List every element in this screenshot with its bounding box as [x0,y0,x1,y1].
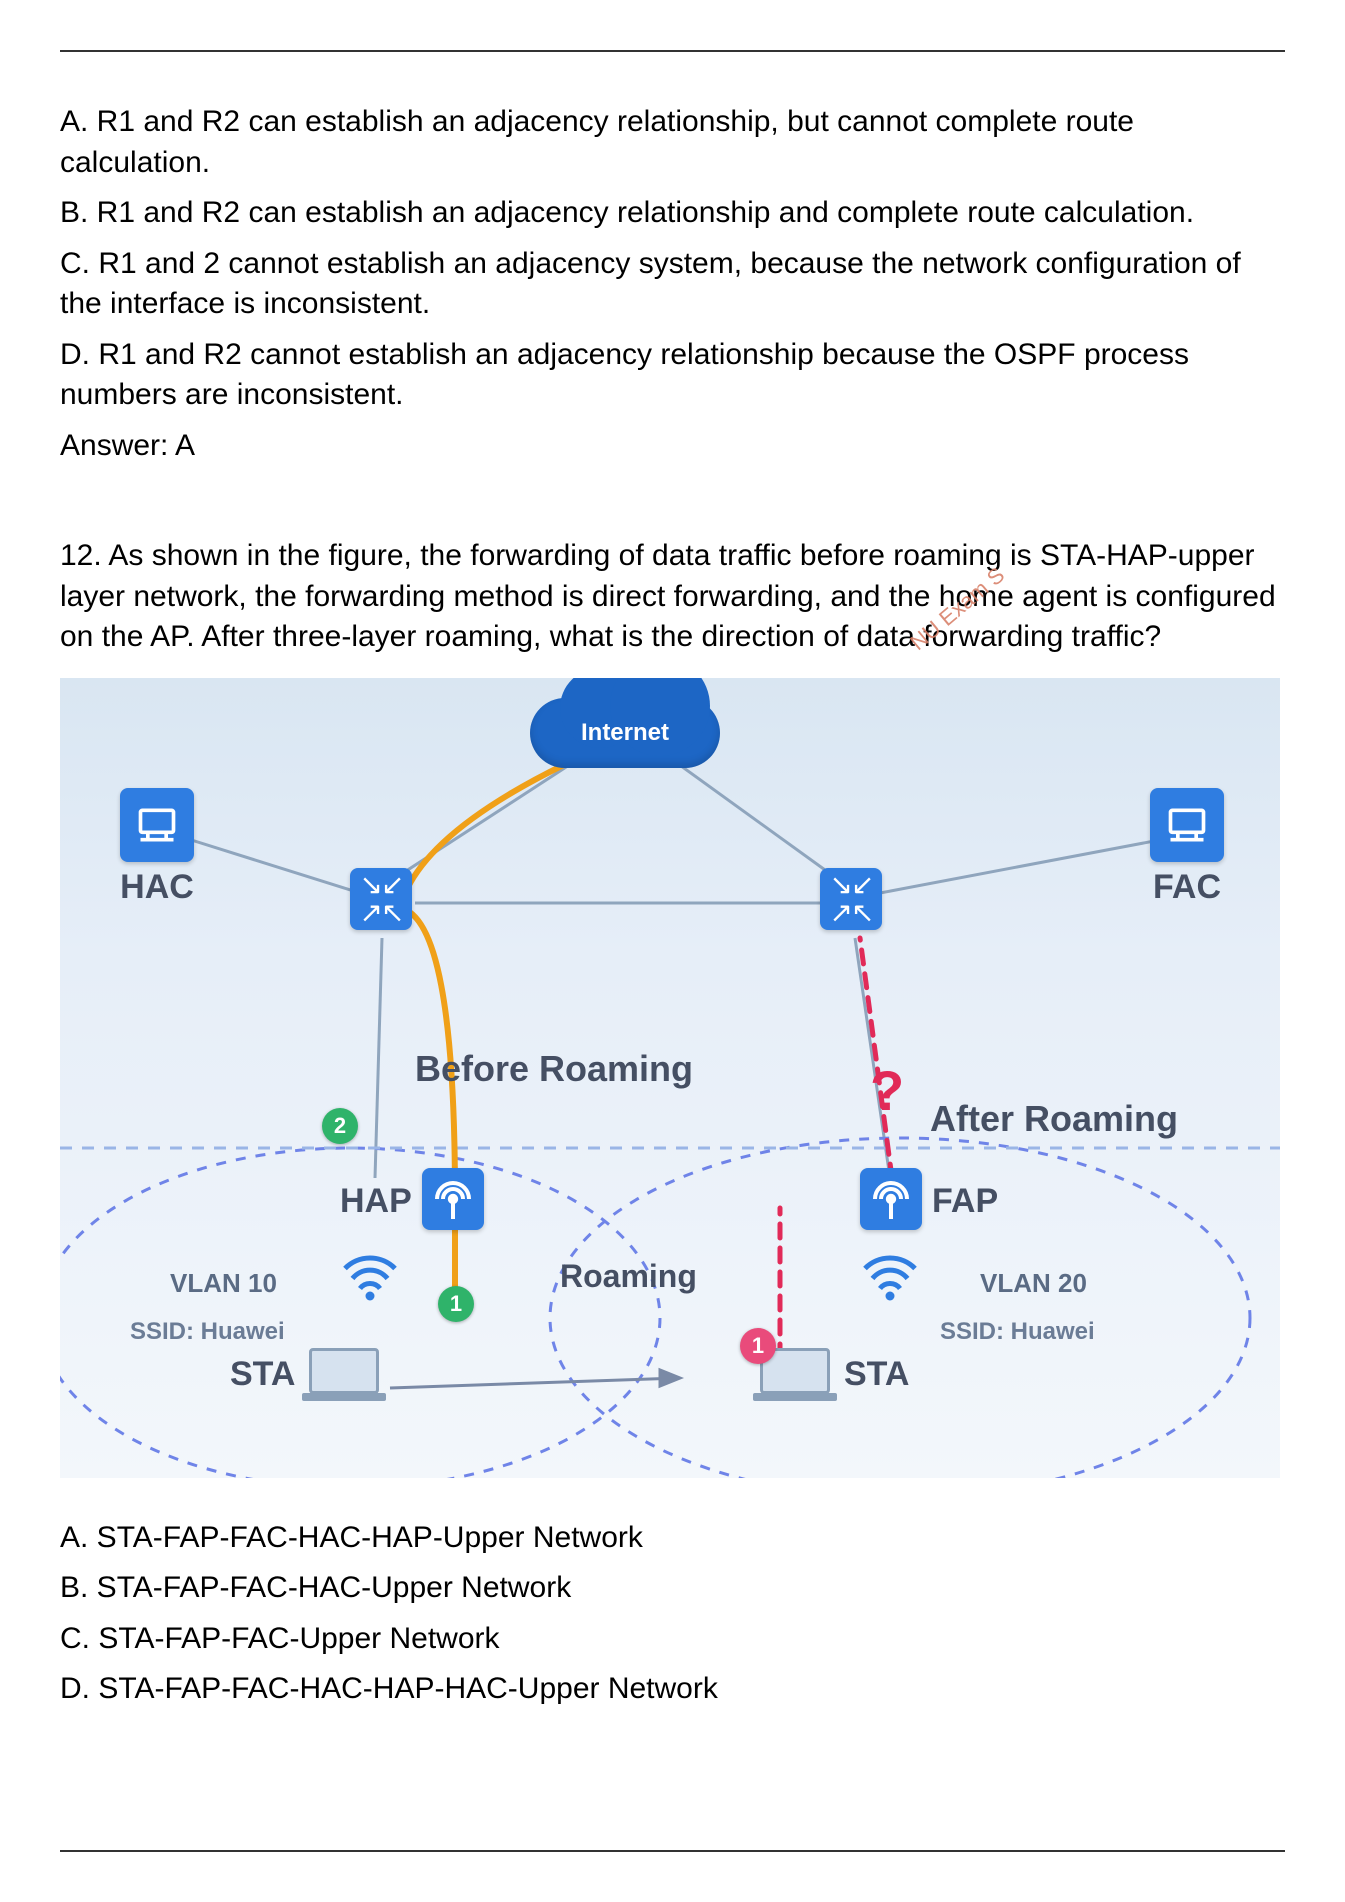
q12-stem: 12. As shown in the figure, the forwardi… [60,536,1285,658]
roaming-label: Roaming [560,1258,697,1295]
sta-right: STA [760,1348,909,1394]
hap-label: HAP [340,1182,412,1221]
fac-node: FAC [1150,788,1224,907]
ssid-right: SSID: Huawei [940,1318,1095,1346]
sta-label: STA [844,1355,909,1394]
laptop-icon [309,1348,379,1394]
switch-icon: ↘↙↗↖ [350,868,412,930]
ap-icon [860,1168,922,1230]
hac-node: HAC [120,788,194,907]
bottom-rule [60,1850,1285,1852]
sta-left: STA [230,1348,379,1394]
q12-option-c: C. STA-FAP-FAC-Upper Network [60,1619,1285,1660]
q12-option-d: D. STA-FAP-FAC-HAC-HAP-HAC-Upper Network [60,1669,1285,1710]
wifi-client-right [860,1248,920,1304]
wifi-icon [340,1248,400,1304]
question-mark: ? [870,1058,904,1123]
hac-label: HAC [120,868,194,907]
wifi-client-left [340,1248,400,1304]
hap-node: HAP [340,1168,484,1230]
badge-1-left: 1 [438,1286,474,1322]
before-roaming-label: Before Roaming [415,1048,693,1090]
fap-label: FAP [932,1182,998,1221]
q11-option-c: C. R1 and 2 cannot establish an adjacenc… [60,244,1285,325]
wifi-icon [860,1248,920,1304]
ac-icon [120,788,194,862]
switch-left: ↘↙↗↖ [350,868,412,930]
top-rule [60,50,1285,52]
badge-2: 2 [322,1108,358,1144]
q12-option-a: A. STA-FAP-FAC-HAC-HAP-Upper Network [60,1518,1285,1559]
q11-answer: Answer: A [60,426,1285,467]
roaming-diagram: Internet HAC FAC ↘↙↗↖ ↘↙↗↖ [60,678,1280,1478]
ap-icon [422,1168,484,1230]
internet-cloud: Internet [530,698,720,768]
switch-right: ↘↙↗↖ [820,868,882,930]
q11-option-d: D. R1 and R2 cannot establish an adjacen… [60,335,1285,416]
vlan10-label: VLAN 10 [170,1268,277,1299]
vlan20-label: VLAN 20 [980,1268,1087,1299]
q11-option-a: A. R1 and R2 can establish an adjacency … [60,102,1285,183]
fac-label: FAC [1153,868,1221,907]
switch-icon: ↘↙↗↖ [820,868,882,930]
ac-icon [1150,788,1224,862]
page: A. R1 and R2 can establish an adjacency … [0,0,1345,1902]
q11-option-b: B. R1 and R2 can establish an adjacency … [60,193,1285,234]
q12-option-b: B. STA-FAP-FAC-HAC-Upper Network [60,1568,1285,1609]
internet-label: Internet [581,719,669,747]
fap-node: FAP [860,1168,998,1230]
after-roaming-label: After Roaming [930,1098,1178,1140]
sta-label: STA [230,1355,295,1394]
badge-1-right: 1 [740,1328,776,1364]
ssid-left: SSID: Huawei [130,1318,285,1346]
